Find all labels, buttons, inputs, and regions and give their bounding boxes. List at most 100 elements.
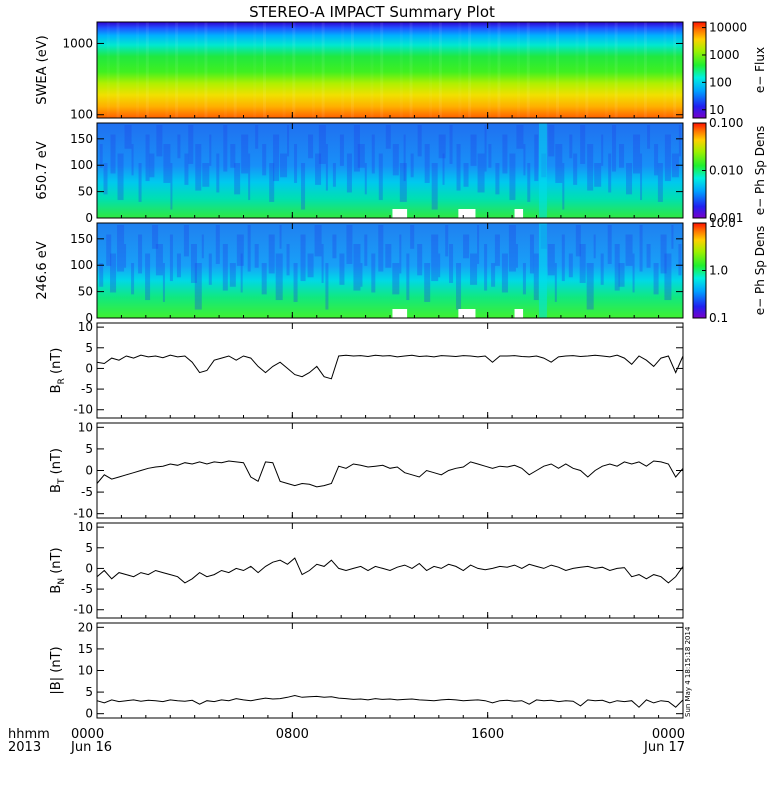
panel-2-streak-23 <box>247 225 251 272</box>
panel-1-streak-30 <box>294 144 298 183</box>
panel-1-streak-35 <box>325 144 328 191</box>
panel-1-ytick-label-2: 50 <box>78 185 93 199</box>
panel-6-ytick-label-2: 10 <box>78 664 93 678</box>
panel-1-streak-76 <box>594 163 602 187</box>
panel-1-streak-55 <box>456 144 461 191</box>
panel-1-ytick-label-0: 150 <box>70 132 93 146</box>
panel-1-streak-17 <box>209 134 212 166</box>
panel-1-gap-0 <box>392 209 408 218</box>
time-tick-date-3: Jun 17 <box>643 740 685 755</box>
panel-2-streak-60 <box>491 263 496 287</box>
panel-4-ylabel: BT (nT) <box>49 448 67 493</box>
panel-1-streak-26 <box>269 163 275 202</box>
panel-2-streak-69 <box>547 244 555 276</box>
panel-2-ytick-label-3: 0 <box>85 311 93 325</box>
time-tick-date-0: Jun 16 <box>70 740 112 755</box>
panel-3-trace <box>96 354 684 380</box>
panel-2-streak-89 <box>678 244 682 276</box>
panel-0-ytick-label-1: 100 <box>70 108 93 122</box>
panel-0-texture-40 <box>487 22 491 118</box>
panel-2-streak-75 <box>586 263 594 310</box>
panel-4-trace <box>96 460 684 488</box>
panel-2-streak-21 <box>236 234 244 266</box>
panel-1-streak-84 <box>647 125 651 149</box>
panel-2-streak-47 <box>406 253 410 301</box>
panel-0-texture-43 <box>516 22 520 118</box>
panel-2-streak-35 <box>325 263 329 310</box>
panel-1-streak-25 <box>262 144 267 176</box>
panel-1-streak-63 <box>509 153 516 201</box>
panel-1-streak-48 <box>410 153 414 178</box>
panel-1-streak-29 <box>287 125 290 157</box>
panel-1-streak-87 <box>664 134 671 182</box>
panel-5-ytick-label-0: 10 <box>78 520 93 534</box>
panel-0-colorbar-label-3: 10 <box>709 103 724 117</box>
panel-6-ytick-label-1: 15 <box>78 642 93 656</box>
panel-0-colorbar-label-2: 100 <box>709 75 732 89</box>
panel-1-ytick-label-1: 100 <box>70 158 93 172</box>
panel-1-ytick-label-3: 0 <box>85 211 93 225</box>
panel-6-ylabel: |B| (nT) <box>49 646 64 694</box>
panel-2-streak-29 <box>286 244 290 276</box>
panel-0-texture-25 <box>341 22 345 118</box>
panel-1-colorbar-label-1: 0.010 <box>709 164 743 178</box>
panel-0-texture-26 <box>350 22 354 118</box>
panel-1-colorbar-label-0: 0.100 <box>709 116 743 130</box>
panel-1-streak-59 <box>484 125 487 172</box>
panel-0-texture-8 <box>175 22 179 118</box>
panel-2-streak-12 <box>176 253 181 278</box>
panel-2-colorbar-label-1: 1.0 <box>709 264 728 278</box>
panel-1-streak-65 <box>523 144 526 176</box>
time-tick-label-3: 0000 <box>652 727 685 742</box>
panel-0-colorbar <box>692 21 707 119</box>
panel-4-ytick-label-1: 5 <box>85 442 93 456</box>
panel-6-ytick-label-4: 0 <box>85 707 93 721</box>
panel-2-streak-55 <box>456 263 462 310</box>
panel-1-streak-18 <box>216 153 220 193</box>
panel-3-frame <box>96 322 684 419</box>
panel-1-streak-38 <box>346 153 352 193</box>
panel-2-streak-56 <box>463 234 470 259</box>
panel-1-streak-11 <box>170 163 173 210</box>
panel-1-streak-33 <box>315 153 322 185</box>
panel-0-texture-29 <box>380 22 384 118</box>
panel-1-streak-23 <box>248 153 251 201</box>
panel-6-trace <box>96 694 684 708</box>
panel-2-streak-84 <box>646 244 651 268</box>
panel-2-streak-27 <box>275 253 283 301</box>
panel-2-streak-8 <box>152 225 159 249</box>
panel-1-gap-1 <box>458 209 476 218</box>
panel-1-gap-2 <box>514 209 524 218</box>
panel-1-streak-19 <box>223 125 228 172</box>
panel-0-texture-5 <box>145 22 149 118</box>
panel-1-streak-9 <box>156 125 163 157</box>
panel-0-texture-37 <box>458 22 462 118</box>
panel-2-streak-63 <box>508 225 516 272</box>
panel-2-streak-34 <box>321 244 324 283</box>
panel-1-event-band <box>538 123 547 218</box>
panel-1-streak-75 <box>587 144 594 191</box>
panel-4-ytick-label-3: -5 <box>81 485 93 499</box>
panel-2-gap-0 <box>392 309 408 318</box>
panel-1-streak-0 <box>99 144 103 168</box>
panel-1-streak-86 <box>657 163 663 202</box>
panel-2-streak-18 <box>215 225 220 264</box>
panel-1-streak-13 <box>184 153 189 185</box>
panel-2-streak-64 <box>515 244 518 268</box>
panel-2-streak-80 <box>618 263 625 287</box>
panel-5-ytick-label-4: -10 <box>73 603 93 617</box>
panel-1-streak-28 <box>280 153 288 178</box>
panel-5-ytick-label-1: 5 <box>85 541 93 555</box>
panel-1-streak-4 <box>124 125 132 149</box>
panel-2-streak-87 <box>664 253 672 301</box>
panel-0-texture-4 <box>136 22 140 118</box>
panel-1-streak-47 <box>403 134 406 182</box>
panel-6-ytick-label-3: 5 <box>85 685 93 699</box>
panel-0-texture-52 <box>604 22 608 118</box>
panel-2-streak-76 <box>593 234 596 259</box>
panel-2-streak-26 <box>268 234 275 274</box>
panel-0-colorbar-title: e− Flux <box>753 47 767 93</box>
panel-2-streak-81 <box>625 234 633 266</box>
